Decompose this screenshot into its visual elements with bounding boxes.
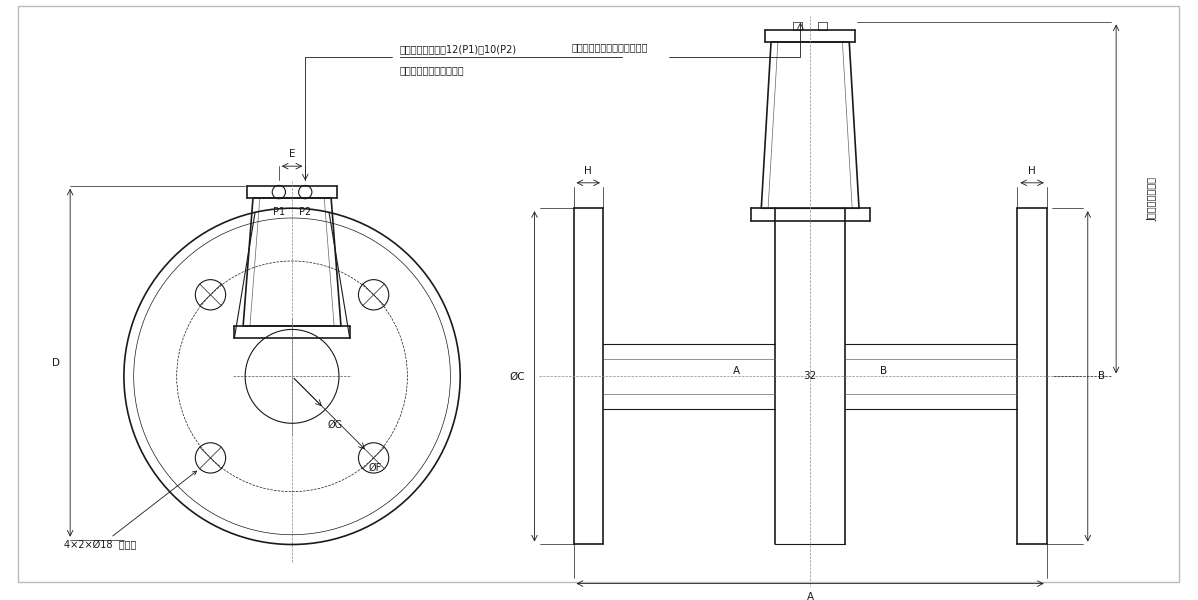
Text: P2: P2 xyxy=(300,206,311,217)
Text: J（バルブ開時）: J（バルブ開時） xyxy=(1148,177,1157,221)
Text: E: E xyxy=(289,149,295,160)
Text: H: H xyxy=(1028,166,1036,176)
Text: 管接続口径は、下表参照: 管接続口径は、下表参照 xyxy=(400,65,464,76)
Text: H: H xyxy=(585,166,592,176)
Text: ØG: ØG xyxy=(328,420,343,430)
Text: P1: P1 xyxy=(273,206,285,217)
Text: 4×2×Ø18  取付穴: 4×2×Ø18 取付穴 xyxy=(65,471,196,550)
Text: D: D xyxy=(53,358,60,368)
Text: ØC: ØC xyxy=(509,371,525,382)
Text: パイロットポーチ12(P1)。10(P2): パイロットポーチ12(P1)。10(P2) xyxy=(400,44,516,54)
Text: A: A xyxy=(806,592,813,600)
Text: B: B xyxy=(1097,371,1105,382)
Text: A: A xyxy=(733,367,740,376)
Text: 32: 32 xyxy=(804,371,817,382)
Text: ØF: ØF xyxy=(369,463,382,473)
Text: B: B xyxy=(879,367,887,376)
Text: インジケータ（オプション）: インジケータ（オプション） xyxy=(571,42,648,52)
